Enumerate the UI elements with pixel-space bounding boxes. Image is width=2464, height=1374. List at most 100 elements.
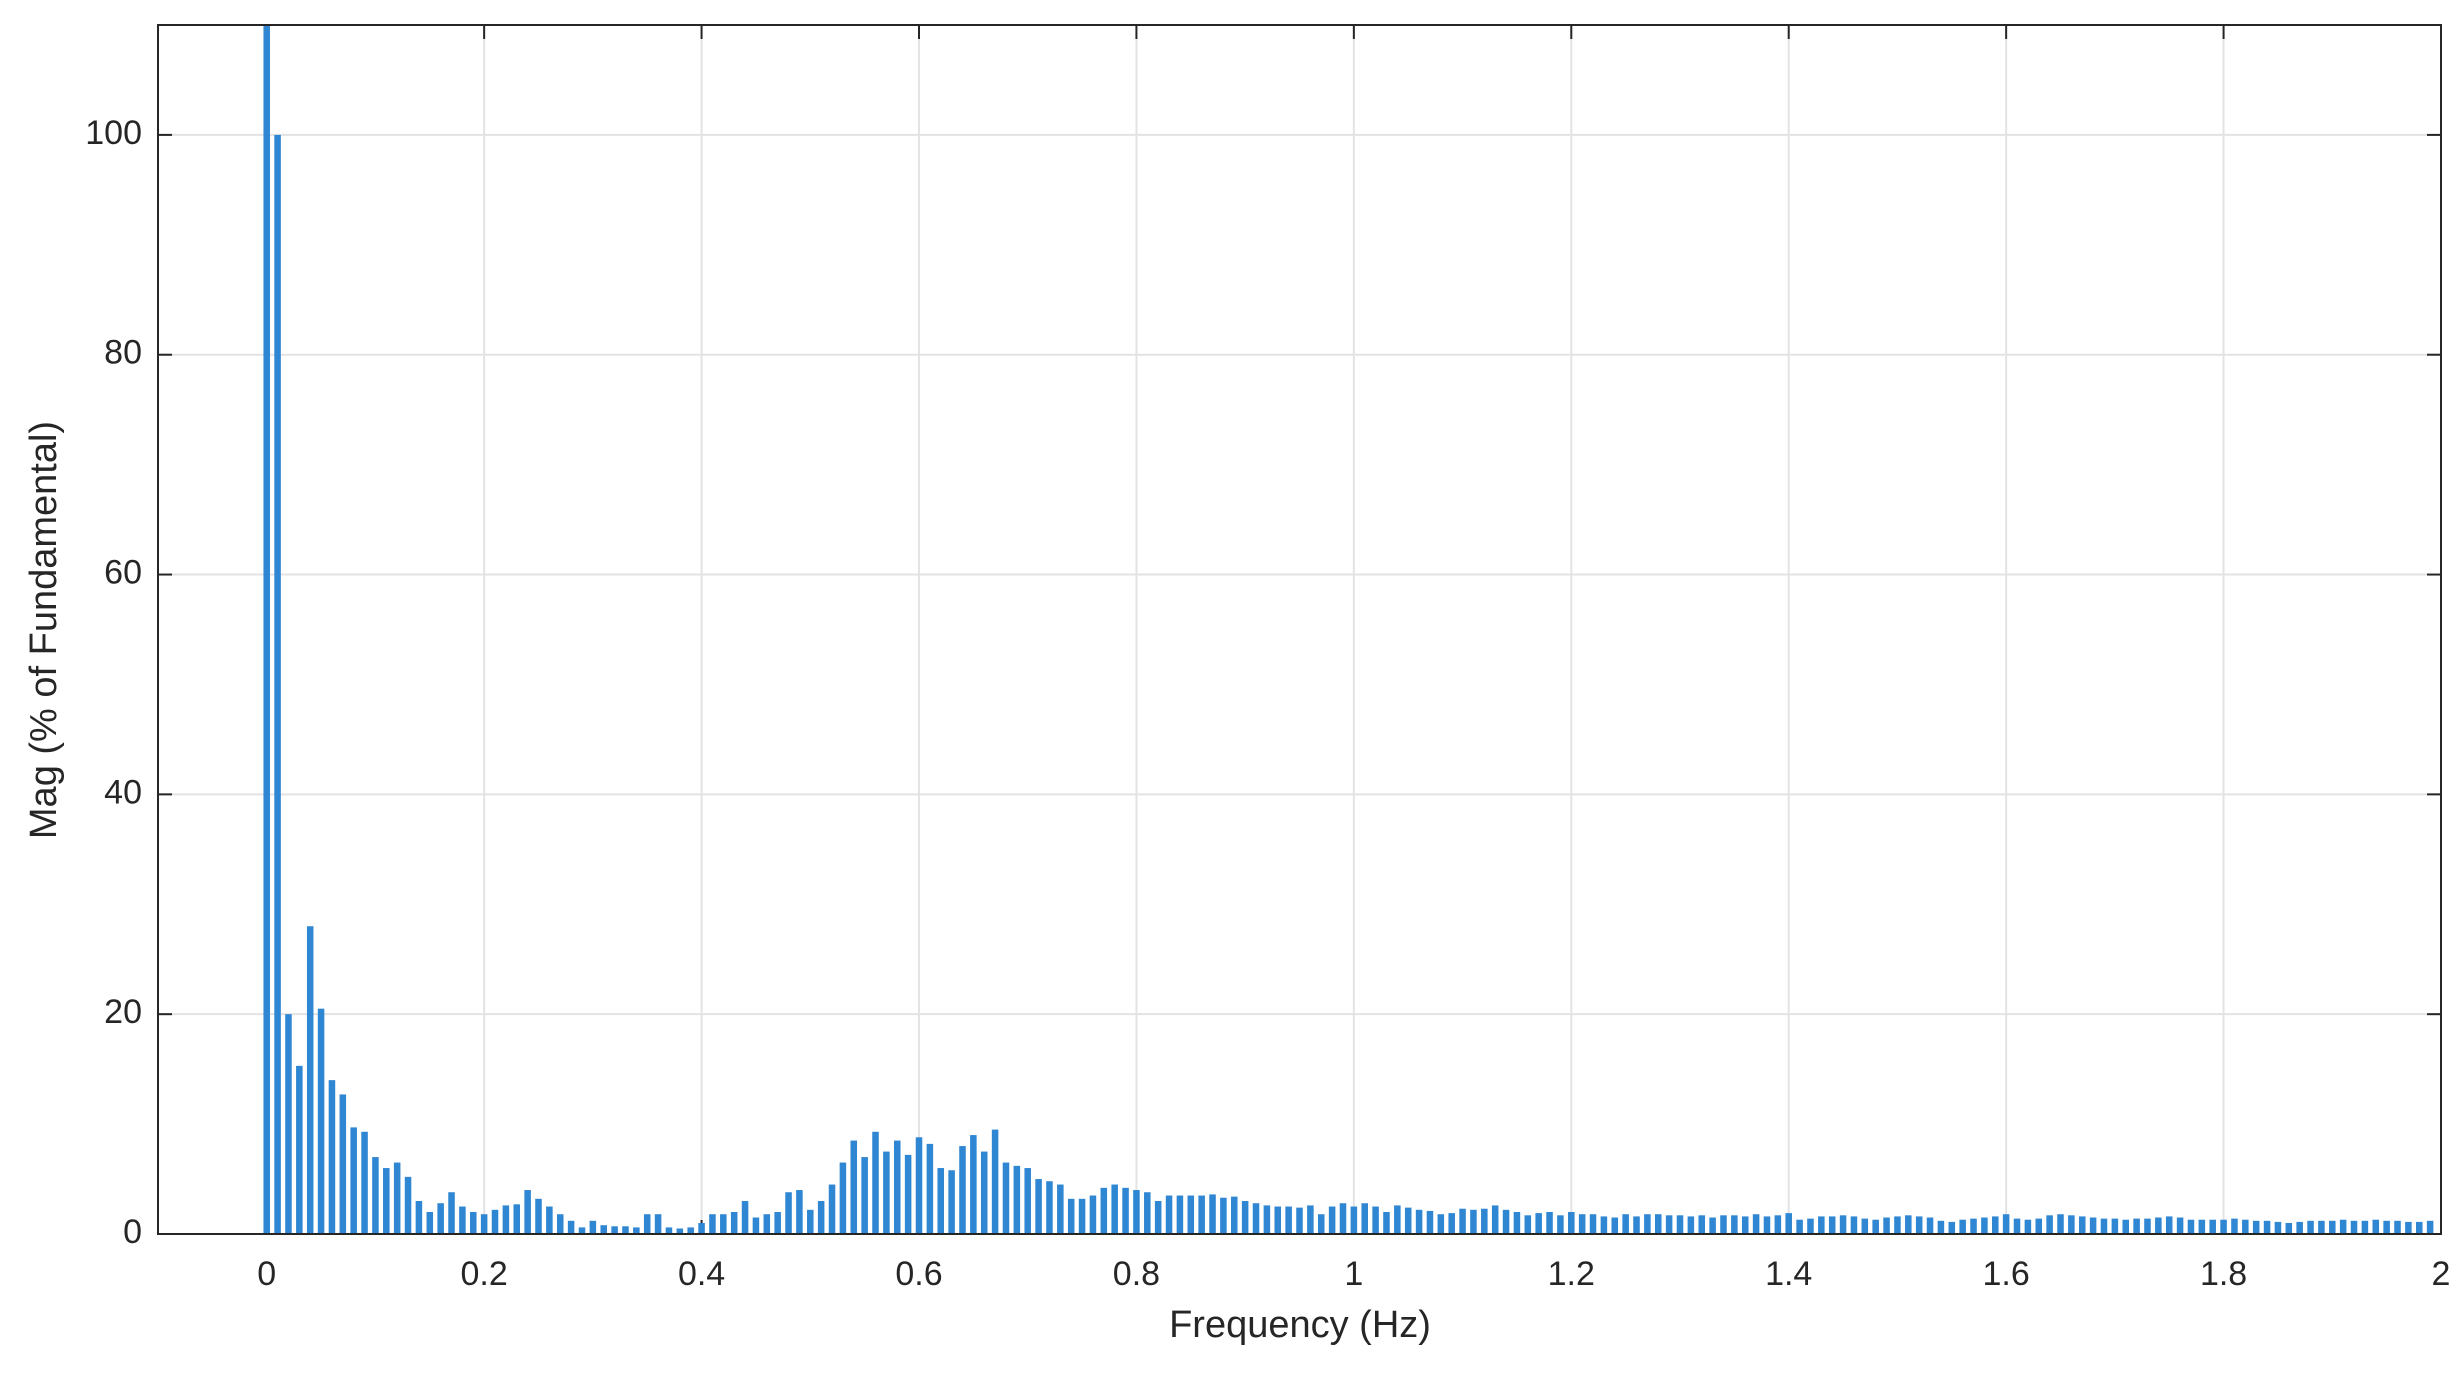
bar bbox=[1785, 1213, 1792, 1234]
bar bbox=[2307, 1220, 2314, 1234]
bar bbox=[2035, 1218, 2043, 1234]
bar bbox=[393, 1162, 401, 1234]
bar bbox=[1741, 1216, 1749, 1234]
bar bbox=[633, 1227, 640, 1234]
bar bbox=[774, 1212, 781, 1234]
bar bbox=[2002, 1214, 2010, 1234]
bar bbox=[1752, 1214, 1760, 1234]
bar bbox=[785, 1192, 792, 1234]
bar bbox=[2318, 1220, 2325, 1234]
bar bbox=[404, 1176, 412, 1234]
bar bbox=[1383, 1212, 1390, 1234]
bar bbox=[839, 1162, 847, 1234]
x-tick-label: 0 bbox=[257, 1255, 276, 1293]
bar bbox=[1502, 1209, 1510, 1234]
bar bbox=[937, 1168, 945, 1234]
bar bbox=[1100, 1187, 1108, 1234]
bar bbox=[567, 1220, 575, 1234]
bar bbox=[1176, 1195, 1184, 1234]
bar bbox=[1154, 1201, 1162, 1234]
bar bbox=[1470, 1209, 1477, 1234]
bar bbox=[1394, 1205, 1401, 1234]
bar bbox=[1328, 1206, 1336, 1234]
bar bbox=[1144, 1192, 1151, 1234]
bar bbox=[1459, 1208, 1466, 1234]
bar bbox=[893, 1140, 901, 1234]
bar bbox=[2187, 1219, 2195, 1234]
bar bbox=[578, 1227, 586, 1234]
bar bbox=[556, 1214, 564, 1234]
bar bbox=[763, 1214, 771, 1234]
bar bbox=[2155, 1217, 2162, 1234]
bar bbox=[1513, 1212, 1521, 1234]
bar bbox=[1089, 1195, 1097, 1234]
bar bbox=[1437, 1214, 1445, 1234]
bar bbox=[1285, 1206, 1292, 1234]
x-tick-label: 1.8 bbox=[2200, 1255, 2247, 1293]
x-axis-label: Frequency (Hz) bbox=[1169, 1304, 1431, 1346]
bar bbox=[2263, 1220, 2271, 1234]
bar bbox=[1926, 1217, 1934, 1234]
bar bbox=[317, 1008, 325, 1234]
bar bbox=[926, 1143, 934, 1234]
bar bbox=[720, 1214, 727, 1234]
bar bbox=[2296, 1221, 2303, 1234]
bar bbox=[1796, 1219, 1803, 1234]
bar bbox=[2057, 1214, 2064, 1234]
bar bbox=[1165, 1195, 1173, 1234]
bar bbox=[817, 1201, 825, 1234]
bar bbox=[1970, 1218, 1977, 1234]
bar bbox=[1763, 1216, 1771, 1234]
bar bbox=[676, 1228, 684, 1234]
bar bbox=[1600, 1216, 1608, 1234]
bar bbox=[2068, 1215, 2075, 1234]
bar bbox=[1274, 1206, 1282, 1234]
bar bbox=[1839, 1215, 1847, 1234]
bar bbox=[1589, 1214, 1597, 1234]
bar bbox=[1546, 1212, 1553, 1234]
bar bbox=[2165, 1216, 2173, 1234]
bar bbox=[980, 1151, 988, 1234]
bar bbox=[1894, 1216, 1901, 1234]
bar bbox=[872, 1131, 879, 1234]
bar bbox=[502, 1205, 510, 1234]
bar bbox=[1372, 1206, 1379, 1234]
bar bbox=[1231, 1196, 1238, 1234]
bar bbox=[1317, 1214, 1325, 1234]
bar bbox=[491, 1209, 499, 1234]
bar bbox=[263, 25, 270, 1234]
bar bbox=[480, 1214, 488, 1234]
bar bbox=[2405, 1221, 2412, 1234]
plot-frame bbox=[157, 24, 2442, 1235]
bars bbox=[263, 25, 2434, 1234]
bar bbox=[1481, 1208, 1488, 1234]
bar bbox=[959, 1146, 966, 1234]
bar bbox=[372, 1157, 379, 1234]
bar bbox=[1002, 1162, 1010, 1234]
bar bbox=[274, 134, 281, 1234]
bar bbox=[1861, 1218, 1869, 1234]
bar bbox=[1535, 1213, 1542, 1234]
bar bbox=[1872, 1219, 1879, 1234]
bar bbox=[2046, 1215, 2053, 1234]
bar bbox=[470, 1212, 477, 1234]
bar bbox=[1644, 1214, 1651, 1234]
bar bbox=[1361, 1203, 1368, 1234]
bar bbox=[2013, 1218, 2021, 1234]
bar bbox=[665, 1227, 673, 1234]
bar bbox=[2220, 1219, 2227, 1234]
bar bbox=[2133, 1218, 2140, 1234]
bar bbox=[513, 1204, 521, 1234]
bar bbox=[1252, 1203, 1260, 1234]
bar bbox=[1111, 1184, 1118, 1234]
bar bbox=[339, 1094, 347, 1234]
bar bbox=[535, 1198, 542, 1234]
x-tick-label: 1.2 bbox=[1548, 1255, 1595, 1293]
y-tick-label: 20 bbox=[104, 993, 142, 1031]
bar bbox=[2339, 1219, 2347, 1234]
bar bbox=[807, 1209, 814, 1234]
bar bbox=[698, 1223, 705, 1234]
bar bbox=[1024, 1168, 1031, 1234]
bar bbox=[1578, 1214, 1586, 1234]
bar bbox=[915, 1137, 923, 1234]
